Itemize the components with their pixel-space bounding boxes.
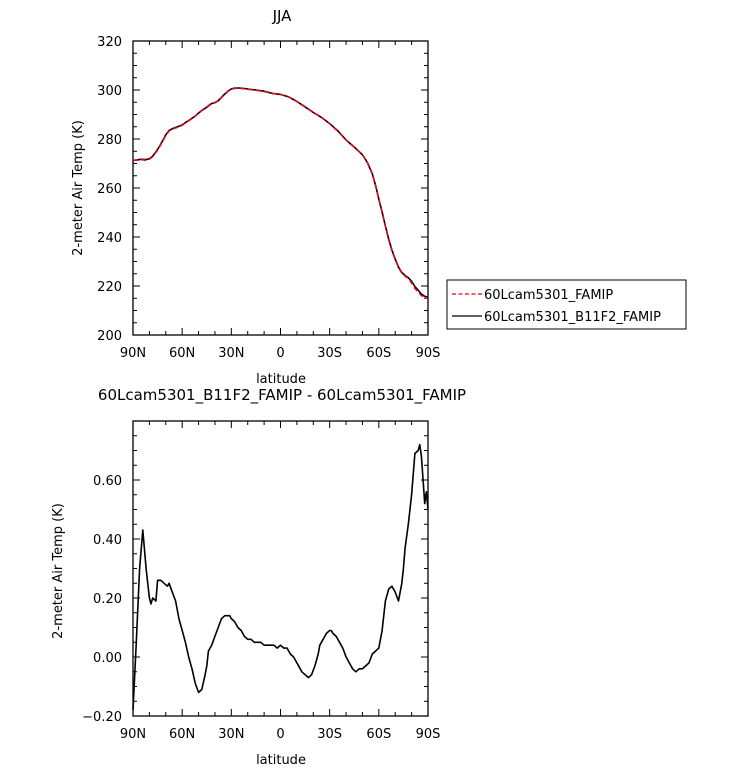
y-tick-label: 240 bbox=[97, 231, 122, 246]
legend-label-b11f2: 60Lcam5301_B11F2_FAMIP bbox=[484, 310, 661, 325]
x-tick-label: 90N bbox=[120, 727, 146, 742]
x-tick-label: 60N bbox=[169, 727, 195, 742]
y-tick-label: 220 bbox=[97, 280, 122, 295]
y-tick-label: 300 bbox=[97, 84, 122, 99]
bottom-x-tick-labels: 90N 60N 30N 0 30S 60S 90S bbox=[120, 727, 441, 742]
x-tick-label: 0 bbox=[276, 727, 284, 742]
legend: 60Lcam5301_FAMIP 60Lcam5301_B11F2_FAMIP bbox=[446, 279, 687, 330]
x-tick-label: 90S bbox=[416, 346, 441, 361]
x-tick-label: 30S bbox=[317, 346, 342, 361]
series-line-60lcam5301-famip bbox=[132, 87, 429, 300]
top-x-axis-label: latitude bbox=[256, 372, 306, 387]
top-plot-frame bbox=[132, 40, 429, 336]
top-y-tick-labels: 200 220 240 260 280 300 320 bbox=[97, 35, 122, 344]
top-axis-ticks bbox=[132, 40, 429, 336]
legend-label-famip: 60Lcam5301_FAMIP bbox=[484, 288, 613, 303]
x-tick-label: 90S bbox=[416, 727, 441, 742]
bottom-y-axis-label: 2-meter Air Temp (K) bbox=[51, 503, 66, 639]
x-tick-label: 60N bbox=[169, 346, 195, 361]
y-tick-label: −0.20 bbox=[82, 710, 122, 725]
x-tick-label: 60S bbox=[366, 727, 391, 742]
bottom-axis-ticks bbox=[132, 420, 429, 717]
y-tick-label: 200 bbox=[97, 329, 122, 344]
top-panel: JJA 200 220 240 260 280 300 320 90N 60N 30N 0 30S 6… bbox=[71, 7, 687, 387]
bottom-x-axis-label: latitude bbox=[256, 753, 306, 768]
bottom-chart-title: 60Lcam5301_B11F2_FAMIP - 60Lcam5301_FAMI… bbox=[98, 386, 466, 405]
series-line-60lcam5301-b11f2-famip bbox=[132, 87, 429, 299]
bottom-series-lines bbox=[132, 443, 429, 711]
top-chart-title: JJA bbox=[272, 7, 293, 25]
x-tick-label: 90N bbox=[120, 346, 146, 361]
bottom-plot-frame bbox=[132, 420, 429, 717]
top-y-axis-label: 2-meter Air Temp (K) bbox=[71, 120, 86, 256]
x-tick-label: 30N bbox=[218, 727, 244, 742]
y-tick-label: 0.60 bbox=[93, 474, 122, 489]
x-tick-label: 30N bbox=[218, 346, 244, 361]
top-series-lines bbox=[132, 87, 429, 300]
x-tick-label: 30S bbox=[317, 727, 342, 742]
y-tick-label: 320 bbox=[97, 35, 122, 50]
top-x-tick-labels: 90N 60N 30N 0 30S 60S 90S bbox=[120, 346, 441, 361]
series-line-difference bbox=[132, 443, 429, 711]
y-tick-label: 280 bbox=[97, 133, 122, 148]
x-tick-label: 0 bbox=[276, 346, 284, 361]
bottom-panel: 60Lcam5301_B11F2_FAMIP - 60Lcam5301_FAMI… bbox=[51, 386, 466, 768]
y-tick-label: 260 bbox=[97, 182, 122, 197]
legend-box bbox=[446, 279, 687, 330]
x-tick-label: 60S bbox=[366, 346, 391, 361]
bottom-y-tick-labels: −0.20 0.00 0.20 0.40 0.60 bbox=[82, 474, 122, 725]
y-tick-label: 0.20 bbox=[93, 592, 122, 607]
y-tick-label: 0.00 bbox=[93, 651, 122, 666]
y-tick-label: 0.40 bbox=[93, 533, 122, 548]
